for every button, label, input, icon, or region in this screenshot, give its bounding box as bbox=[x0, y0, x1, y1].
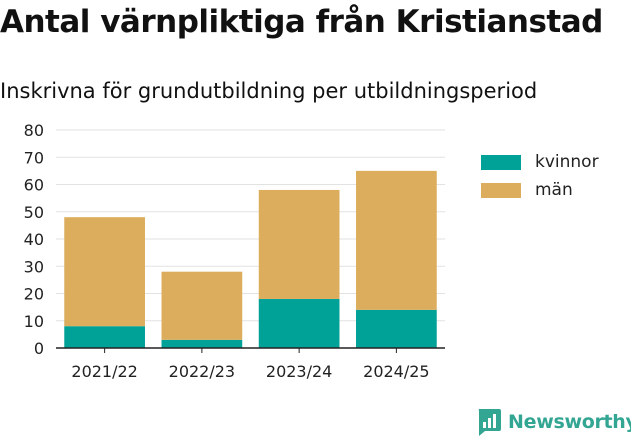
y-tick-label: 0 bbox=[34, 339, 44, 358]
y-tick-label: 60 bbox=[24, 176, 44, 195]
bars bbox=[64, 170, 437, 348]
brand-name: Newsworthy bbox=[508, 411, 631, 433]
legend: kvinnor män bbox=[481, 148, 599, 204]
y-tick-label: 80 bbox=[24, 121, 44, 140]
axes: 0 10 20 30 40 50 60 70 80 2021/22 2022/23 2023/24 20… bbox=[24, 121, 445, 381]
bar-kvinnor-2023-24 bbox=[258, 298, 340, 348]
bar-man-2023-24 bbox=[258, 189, 340, 299]
bar-kvinnor-2022-23 bbox=[161, 339, 243, 348]
legend-label-man: män bbox=[535, 180, 573, 200]
legend-swatch-kvinnor bbox=[481, 154, 521, 170]
bar-kvinnor-2021-22 bbox=[64, 326, 145, 348]
legend-item-kvinnor: kvinnor bbox=[481, 148, 599, 176]
x-tick-label: 2023/24 bbox=[266, 362, 332, 381]
legend-item-man: män bbox=[481, 176, 599, 204]
bar-man-2022-23 bbox=[161, 271, 243, 340]
y-tick-label: 20 bbox=[24, 285, 44, 304]
y-tick-label: 70 bbox=[24, 148, 44, 167]
bar-man-2021-22 bbox=[64, 217, 145, 327]
x-tick-label: 2022/23 bbox=[169, 362, 235, 381]
legend-label-kvinnor: kvinnor bbox=[535, 152, 599, 172]
y-tick-label: 30 bbox=[24, 257, 44, 276]
x-tick-label: 2021/22 bbox=[71, 362, 137, 381]
legend-swatch-man bbox=[481, 182, 521, 198]
bar-kvinnor-2024-25 bbox=[356, 309, 437, 348]
chart-title: Antal värnpliktiga från Kristianstad bbox=[0, 4, 603, 40]
bar-man-2024-25 bbox=[356, 170, 437, 310]
brand-logo: Newsworthy bbox=[476, 408, 631, 436]
x-tick-label: 2024/25 bbox=[363, 362, 429, 381]
newsworthy-logo-icon bbox=[478, 409, 501, 436]
y-tick-label: 10 bbox=[24, 312, 44, 331]
y-tick-label: 50 bbox=[24, 203, 44, 222]
y-tick-label: 40 bbox=[24, 230, 44, 249]
chart-subtitle: Inskrivna för grundutbildning per utbild… bbox=[0, 79, 538, 103]
